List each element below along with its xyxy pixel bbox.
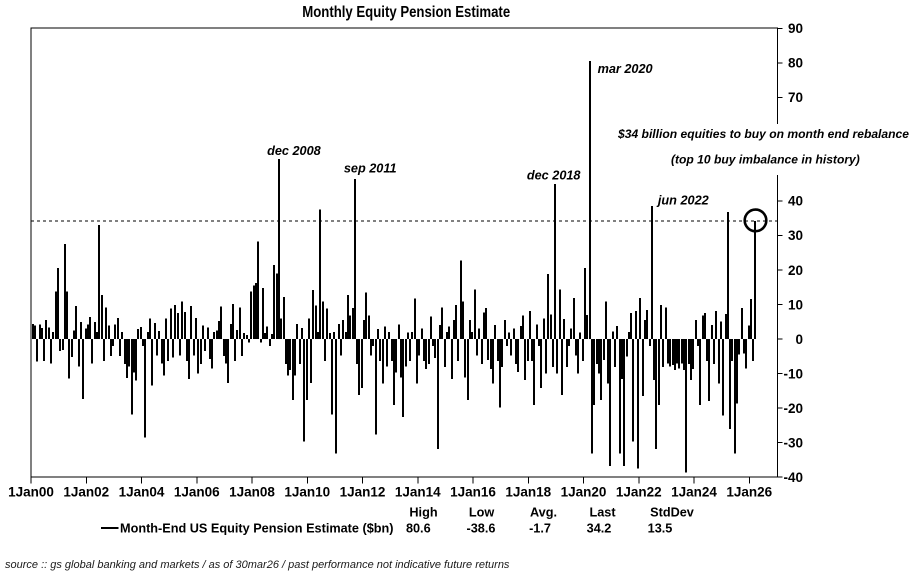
svg-text:40: 40 — [788, 194, 803, 209]
svg-text:mar 2020: mar 2020 — [598, 62, 653, 76]
svg-text:dec 2008: dec 2008 — [267, 144, 322, 158]
svg-text:Low: Low — [469, 506, 495, 520]
svg-text:1Jan24: 1Jan24 — [671, 485, 717, 500]
svg-text:1Jan22: 1Jan22 — [616, 485, 662, 500]
svg-text:StdDev: StdDev — [650, 506, 694, 520]
svg-text:1Jan26: 1Jan26 — [726, 485, 772, 500]
svg-text:1Jan08: 1Jan08 — [229, 485, 275, 500]
svg-text:10: 10 — [788, 297, 803, 312]
svg-text:1Jan10: 1Jan10 — [284, 485, 330, 500]
svg-text:(top 10 buy imbalance in histo: (top 10 buy imbalance in history) — [671, 153, 860, 167]
svg-text:1Jan14: 1Jan14 — [395, 485, 441, 500]
svg-text:$34 billion equities to buy on: $34 billion equities to buy on month end… — [617, 127, 909, 141]
svg-text:1Jan00: 1Jan00 — [8, 485, 54, 500]
svg-text:Month-End US Equity Pension Es: Month-End US Equity Pension Estimate ($b… — [120, 522, 394, 536]
svg-text:dec 2018: dec 2018 — [527, 169, 582, 183]
svg-text:80: 80 — [788, 56, 803, 71]
svg-text:-38.6: -38.6 — [467, 522, 496, 536]
svg-text:1Jan16: 1Jan16 — [450, 485, 496, 500]
svg-text:source :: gs global banking an: source :: gs global banking and markets … — [5, 559, 510, 571]
svg-text:1Jan12: 1Jan12 — [340, 485, 386, 500]
svg-text:90: 90 — [788, 21, 803, 36]
svg-text:70: 70 — [788, 90, 803, 105]
svg-text:-40: -40 — [783, 470, 803, 485]
svg-text:Avg.: Avg. — [530, 506, 557, 520]
svg-text:-1.7: -1.7 — [529, 522, 551, 536]
svg-text:20: 20 — [788, 263, 803, 278]
svg-text:30: 30 — [788, 228, 803, 243]
svg-text:-10: -10 — [783, 366, 803, 381]
svg-text:1Jan06: 1Jan06 — [174, 485, 220, 500]
svg-text:Monthly Equity Pension Estimat: Monthly Equity Pension Estimate — [302, 4, 510, 21]
svg-text:-20: -20 — [783, 401, 803, 416]
svg-text:1Jan20: 1Jan20 — [561, 485, 607, 500]
svg-text:13.5: 13.5 — [648, 522, 673, 536]
svg-text:1Jan18: 1Jan18 — [505, 485, 551, 500]
svg-text:-30: -30 — [783, 435, 803, 450]
svg-text:34.2: 34.2 — [587, 522, 612, 536]
svg-text:1Jan04: 1Jan04 — [119, 485, 165, 500]
svg-text:sep 2011: sep 2011 — [344, 162, 397, 176]
svg-text:1Jan02: 1Jan02 — [63, 485, 109, 500]
svg-text:80.6: 80.6 — [406, 522, 431, 536]
svg-text:High: High — [409, 506, 437, 520]
svg-text:0: 0 — [795, 332, 803, 347]
svg-text:jun 2022: jun 2022 — [656, 194, 709, 208]
svg-text:Last: Last — [589, 506, 616, 520]
